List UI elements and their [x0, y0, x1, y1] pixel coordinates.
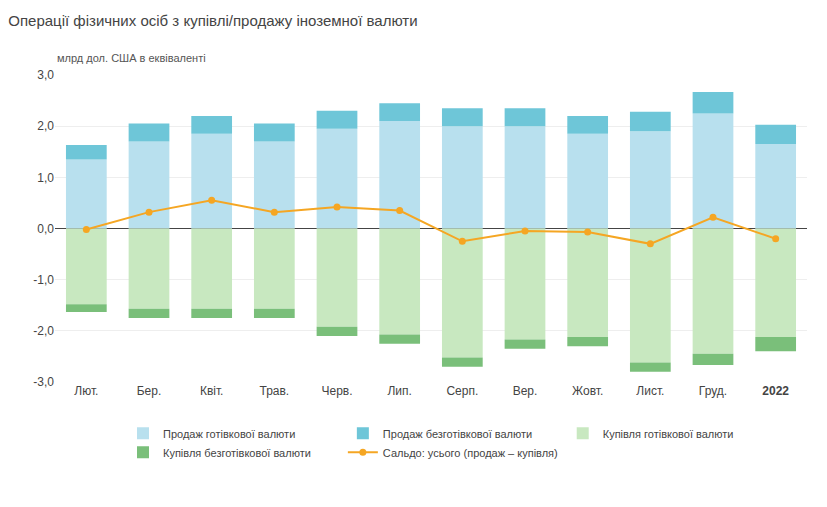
svg-text:Лист.: Лист.	[636, 384, 664, 398]
svg-text:Лют.: Лют.	[74, 384, 98, 398]
svg-text:Лип.: Лип.	[387, 384, 411, 398]
svg-text:1,0: 1,0	[37, 171, 54, 185]
svg-text:2,0: 2,0	[37, 119, 54, 133]
svg-text:Черв.: Черв.	[321, 384, 352, 398]
svg-text:Трав.: Трав.	[259, 384, 289, 398]
svg-text:Вер.: Вер.	[513, 384, 538, 398]
svg-text:Сальдо: усього (продаж – купів: Сальдо: усього (продаж – купівля)	[383, 447, 558, 459]
svg-text:2022: 2022	[762, 384, 789, 398]
svg-text:Продаж безготівкової валюти: Продаж безготівкової валюти	[383, 428, 532, 440]
svg-text:млрд дол. США в еквіваленті: млрд дол. США в еквіваленті	[57, 52, 206, 64]
svg-text:Серп.: Серп.	[446, 384, 478, 398]
svg-text:Груд.: Груд.	[699, 384, 727, 398]
svg-text:-3,0: -3,0	[33, 375, 54, 389]
svg-text:-1,0: -1,0	[33, 273, 54, 287]
svg-text:Бер.: Бер.	[137, 384, 162, 398]
svg-text:3,0: 3,0	[37, 68, 54, 82]
svg-text:Жовт.: Жовт.	[572, 384, 603, 398]
svg-text:Квіт.: Квіт.	[200, 384, 224, 398]
svg-text:0,0: 0,0	[37, 222, 54, 236]
svg-text:Операції фізичних осіб з купів: Операції фізичних осіб з купівлі/продажу…	[8, 12, 417, 29]
svg-text:Купівля безготівкової валюти: Купівля безготівкової валюти	[163, 447, 311, 459]
svg-text:Купівля готівкової валюти: Купівля готівкової валюти	[603, 428, 734, 440]
svg-text:Продаж готівкової валюти: Продаж готівкової валюти	[163, 428, 295, 440]
svg-text:-2,0: -2,0	[33, 324, 54, 338]
